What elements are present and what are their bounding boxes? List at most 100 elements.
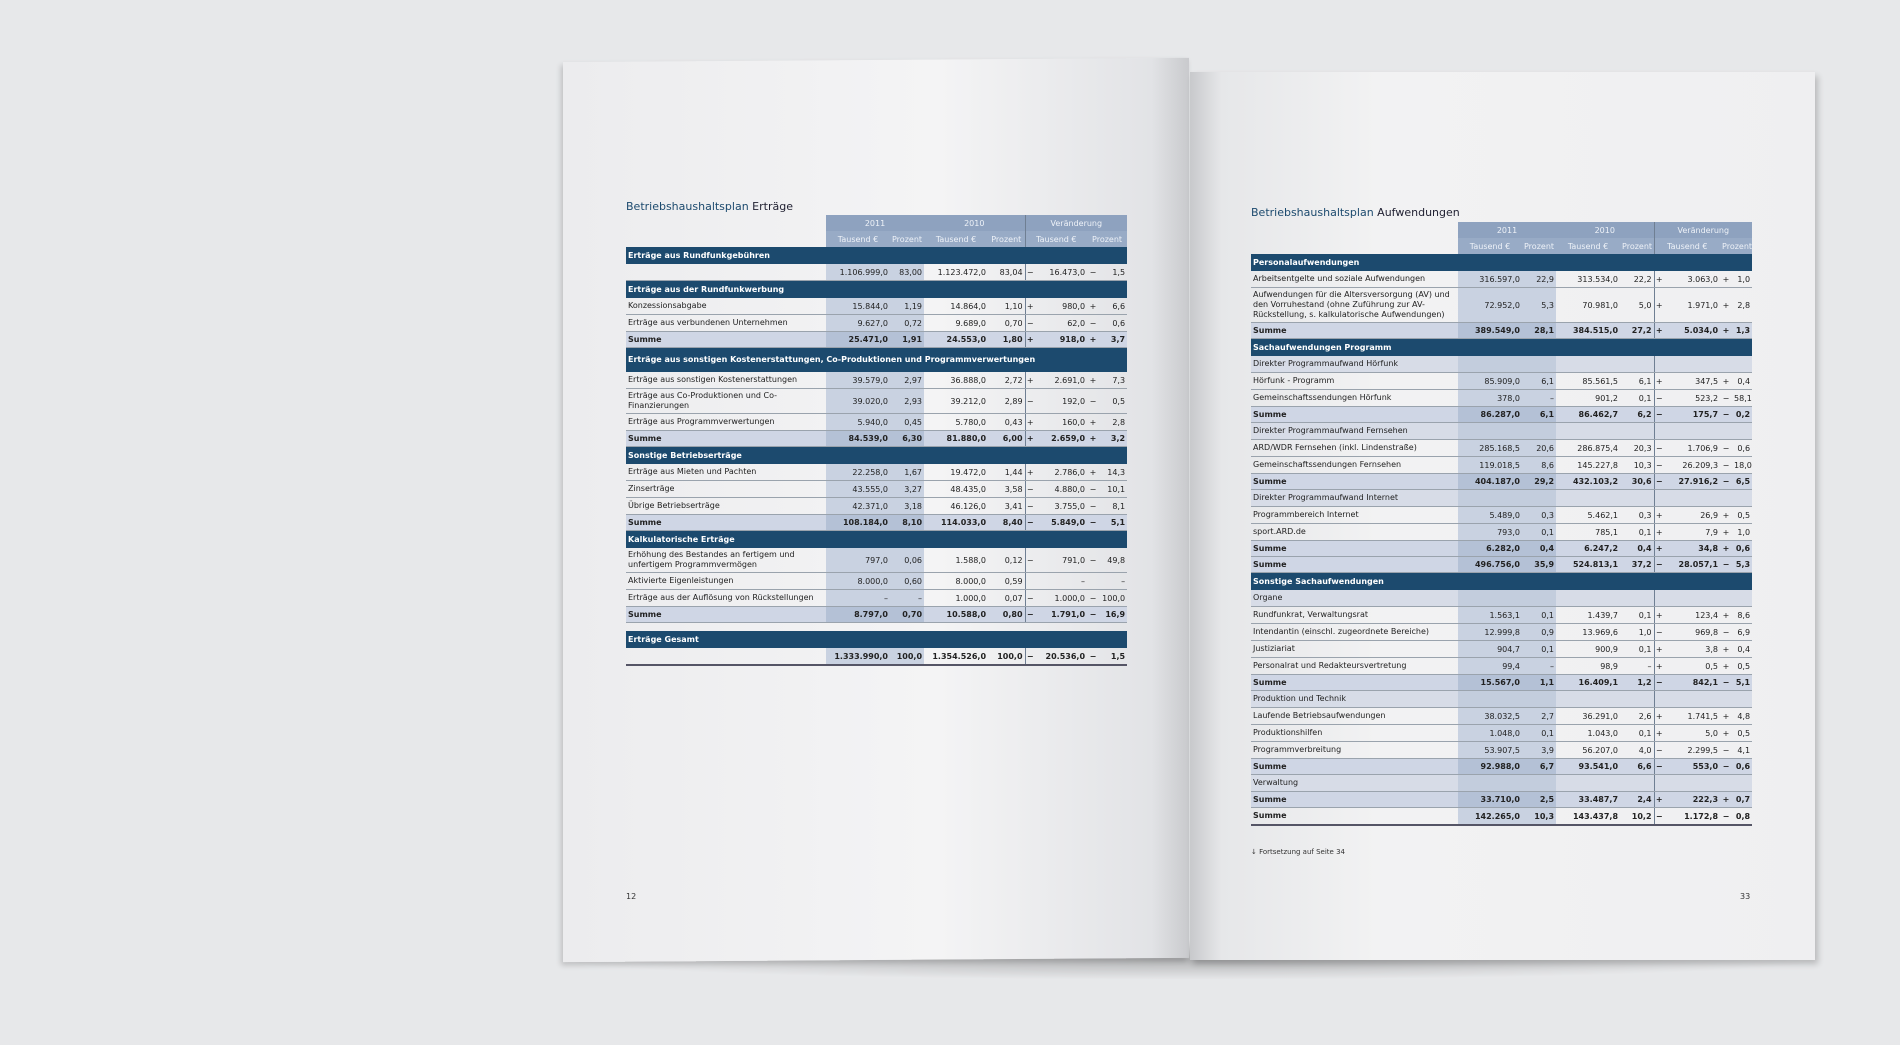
row-label: Summe — [626, 606, 826, 623]
value-2011: 25.471,0 — [826, 331, 890, 348]
empty-cell — [1556, 690, 1621, 708]
percent-change-sign: + — [1720, 606, 1733, 624]
empty-cell — [1620, 690, 1655, 708]
value-2010: 1.043,0 — [1556, 724, 1621, 742]
empty-cell — [1522, 774, 1557, 792]
percent-2010: 3,58 — [988, 480, 1026, 498]
percent-2010: 0,3 — [1620, 506, 1655, 524]
percent-2011: – — [1522, 389, 1557, 407]
row-label: Programmverbreitung — [1251, 741, 1458, 759]
percent-2011: 10,3 — [1522, 807, 1557, 826]
percent-change-sign: − — [1087, 514, 1100, 531]
table-row-data: Konzessionsabgabe 15.844,0 1,19 14.864,0 1,1… — [626, 298, 1128, 315]
percent-change: 5,1 — [1732, 674, 1753, 691]
row-label: Aufwendungen für die Altersversorgung (A… — [1251, 287, 1458, 323]
percent-change: 2,8 — [1732, 287, 1753, 323]
header-years: 2011 2010 Veränderung — [1251, 222, 1753, 238]
value-2010: 6.247,2 — [1556, 540, 1621, 557]
percent-2010: 0,70 — [988, 314, 1026, 332]
percent-2011: – — [890, 589, 925, 607]
table-row-section: Erträge aus der Rundfunkwerbung — [626, 280, 1128, 298]
percent-2011: 0,1 — [1522, 606, 1557, 624]
empty-cell — [1620, 356, 1655, 373]
row-label — [626, 648, 826, 666]
percent-2011: 22,9 — [1522, 271, 1557, 288]
row-label: Gemeinschaftssendungen Hörfunk — [1251, 389, 1458, 407]
row-label: Erträge aus der Rundfunkwerbung — [626, 280, 1128, 298]
percent-2010: 2,4 — [1620, 791, 1655, 808]
percent-change: 2,8 — [1099, 413, 1128, 431]
percent-2011: 0,06 — [890, 548, 925, 573]
change-value: 1.741,5 — [1664, 707, 1721, 725]
change-sign: + — [1653, 791, 1665, 808]
percent-change-sign: + — [1720, 523, 1733, 541]
header-year: Veränderung — [1024, 215, 1128, 231]
percent-change: 18,0 — [1732, 456, 1753, 474]
row-label: Erträge aus sonstigen Kostenerstattungen… — [626, 347, 1128, 372]
header-unit: Tausend € — [1458, 238, 1522, 254]
change-value: 7,9 — [1664, 523, 1721, 541]
change-sign: − — [1653, 456, 1665, 474]
percent-2010: 0,1 — [1620, 523, 1655, 541]
table-row-subhead: Organe — [1251, 590, 1753, 607]
percent-change-sign: − — [1087, 589, 1100, 607]
value-2011: 108.184,0 — [826, 514, 890, 531]
header-unit: Prozent — [1620, 238, 1655, 254]
percent-2011: 35,9 — [1522, 556, 1557, 573]
empty-cell — [1458, 590, 1522, 607]
percent-change: 1,0 — [1732, 271, 1753, 288]
empty-cell — [1653, 690, 1665, 708]
empty-cell — [1653, 356, 1665, 373]
percent-change-sign: − — [1720, 807, 1733, 826]
change-value: 3.755,0 — [1035, 497, 1088, 515]
percent-change: 4,1 — [1732, 741, 1753, 759]
percent-2011: 3,18 — [890, 497, 925, 515]
value-2010: 432.103,2 — [1556, 473, 1621, 490]
percent-change: 5,1 — [1099, 514, 1128, 531]
percent-2010: 2,72 — [988, 372, 1026, 389]
table-row-data: Erträge aus sonstigen Kostenerstattungen… — [626, 372, 1128, 389]
header-years: 2011 2010 Veränderung — [626, 215, 1128, 231]
percent-change: 100,0 — [1099, 589, 1128, 607]
value-2011: 119.018,5 — [1458, 456, 1522, 474]
percent-2010: 1,10 — [988, 298, 1026, 315]
change-sign: + — [1024, 413, 1036, 431]
change-value: 980,0 — [1035, 298, 1088, 315]
table-row-sum: Summe 6.282,0 0,4 6.247,2 0,4 +34,8 +0,6 — [1251, 540, 1753, 557]
value-2011: 85.909,0 — [1458, 372, 1522, 390]
table-row-data: Erträge aus Mieten und Pachten 22.258,0 1,… — [626, 464, 1128, 481]
header-year: 2010 — [1556, 222, 1655, 238]
percent-change: 5,3 — [1732, 556, 1753, 573]
header-blank — [1251, 222, 1458, 238]
value-2011: 316.597,0 — [1458, 271, 1522, 288]
change-value: 27.916,2 — [1664, 473, 1721, 490]
table-row-sum: Summe 84.539,0 6,30 81.880,0 6,00 +2.659,0 +3,… — [626, 430, 1128, 447]
percent-change-sign: − — [1087, 548, 1100, 573]
empty-cell — [1522, 489, 1557, 507]
percent-2011: 3,27 — [890, 480, 925, 498]
value-2011: 15.844,0 — [826, 298, 890, 315]
row-label: Sonstige Sachaufwendungen — [1251, 572, 1753, 590]
percent-2010: 8,40 — [988, 514, 1026, 531]
table-row-section: Erträge aus sonstigen Kostenerstattungen… — [626, 347, 1128, 372]
percent-change-sign: − — [1720, 623, 1733, 641]
percent-change-sign: + — [1087, 430, 1100, 447]
empty-cell — [1732, 690, 1753, 708]
percent-change: 3,2 — [1099, 430, 1128, 447]
value-2011: 92.988,0 — [1458, 758, 1522, 775]
table-row-data: Aktivierte Eigenleistungen 8.000,0 0,60 8.0… — [626, 572, 1128, 590]
value-2011: 99,4 — [1458, 657, 1522, 675]
change-value: 2.786,0 — [1035, 464, 1088, 481]
percent-2011: 29,2 — [1522, 473, 1557, 490]
table-row-subhead: Produktion und Technik — [1251, 690, 1753, 708]
percent-change: 16,9 — [1099, 606, 1128, 623]
value-2011: 22.258,0 — [826, 464, 890, 481]
percent-change: 1,5 — [1099, 648, 1128, 666]
value-2011: 84.539,0 — [826, 430, 890, 447]
row-label: Gemeinschaftssendungen Fernsehen — [1251, 456, 1458, 474]
value-2011: 797,0 — [826, 548, 890, 573]
left-page-title: Betriebshaushaltsplan Erträge — [626, 200, 793, 213]
table-row-sum: Summe 404.187,0 29,2 432.103,2 30,6−27.916,2… — [1251, 473, 1753, 490]
percent-change-sign: − — [1087, 388, 1100, 414]
value-2011: 38.032,5 — [1458, 707, 1522, 725]
